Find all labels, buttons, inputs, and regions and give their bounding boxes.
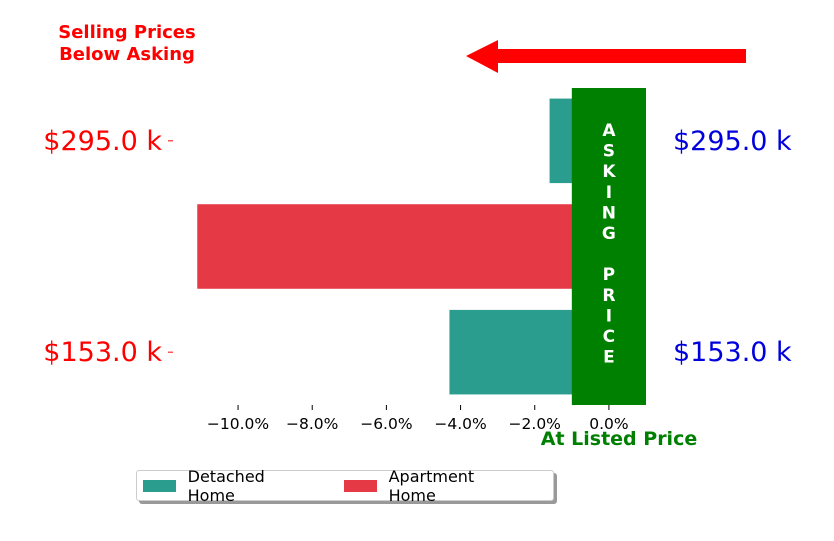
bars-group: [197, 98, 609, 395]
asking-letter: K: [602, 162, 616, 182]
left-arrow-icon: [466, 40, 746, 73]
right-price-label: $295.0 k: [673, 126, 792, 157]
x-tick-label: −10.0%: [207, 415, 269, 433]
legend-label-detached: Detached Home: [187, 466, 265, 505]
legend-swatch-apartment: [343, 479, 377, 492]
x-tick-label: −6.0%: [360, 415, 412, 433]
asking-letter: G: [602, 224, 616, 244]
asking-letter: C: [603, 327, 615, 347]
asking-letter: R: [602, 286, 615, 306]
asking-letter: I: [606, 306, 612, 326]
side-price-labels: $153.0 k $295.0 k $153.0 k $295.0 k: [43, 126, 792, 368]
x-tick-label: −2.0%: [509, 415, 561, 433]
asking-price-band: [571, 88, 646, 405]
annotation-below-asking: Below Asking: [59, 44, 195, 65]
legend-swatch-detached: [143, 479, 176, 492]
left-price-label: $295.0 k: [43, 126, 162, 157]
asking-letter: I: [606, 183, 612, 203]
x-axis-label: At Listed Price: [541, 428, 697, 450]
x-tick-label: −8.0%: [286, 415, 338, 433]
asking-letter: P: [603, 265, 615, 285]
x-tick-label: −4.0%: [434, 415, 486, 433]
right-price-label: $153.0 k: [673, 337, 792, 368]
legend-item-apartment: Apartment Home: [343, 466, 521, 505]
asking-letter: S: [603, 142, 615, 162]
legend: Detached Home Apartment Home: [136, 467, 554, 505]
x-axis: −10.0% −8.0% −6.0% −4.0% −2.0% 0.0%: [207, 405, 629, 433]
annotation-selling-prices: Selling Prices: [58, 22, 195, 43]
asking-letter: N: [602, 203, 616, 223]
asking-letter: E: [603, 348, 615, 368]
asking-letter: A: [602, 121, 616, 141]
legend-label-apartment: Apartment Home: [388, 466, 475, 505]
x-tick-label: 0.0%: [589, 415, 628, 433]
left-price-label: $153.0 k: [43, 337, 162, 368]
bar-apartment-home-0: [197, 204, 609, 289]
legend-item-detached: Detached Home: [143, 467, 312, 505]
